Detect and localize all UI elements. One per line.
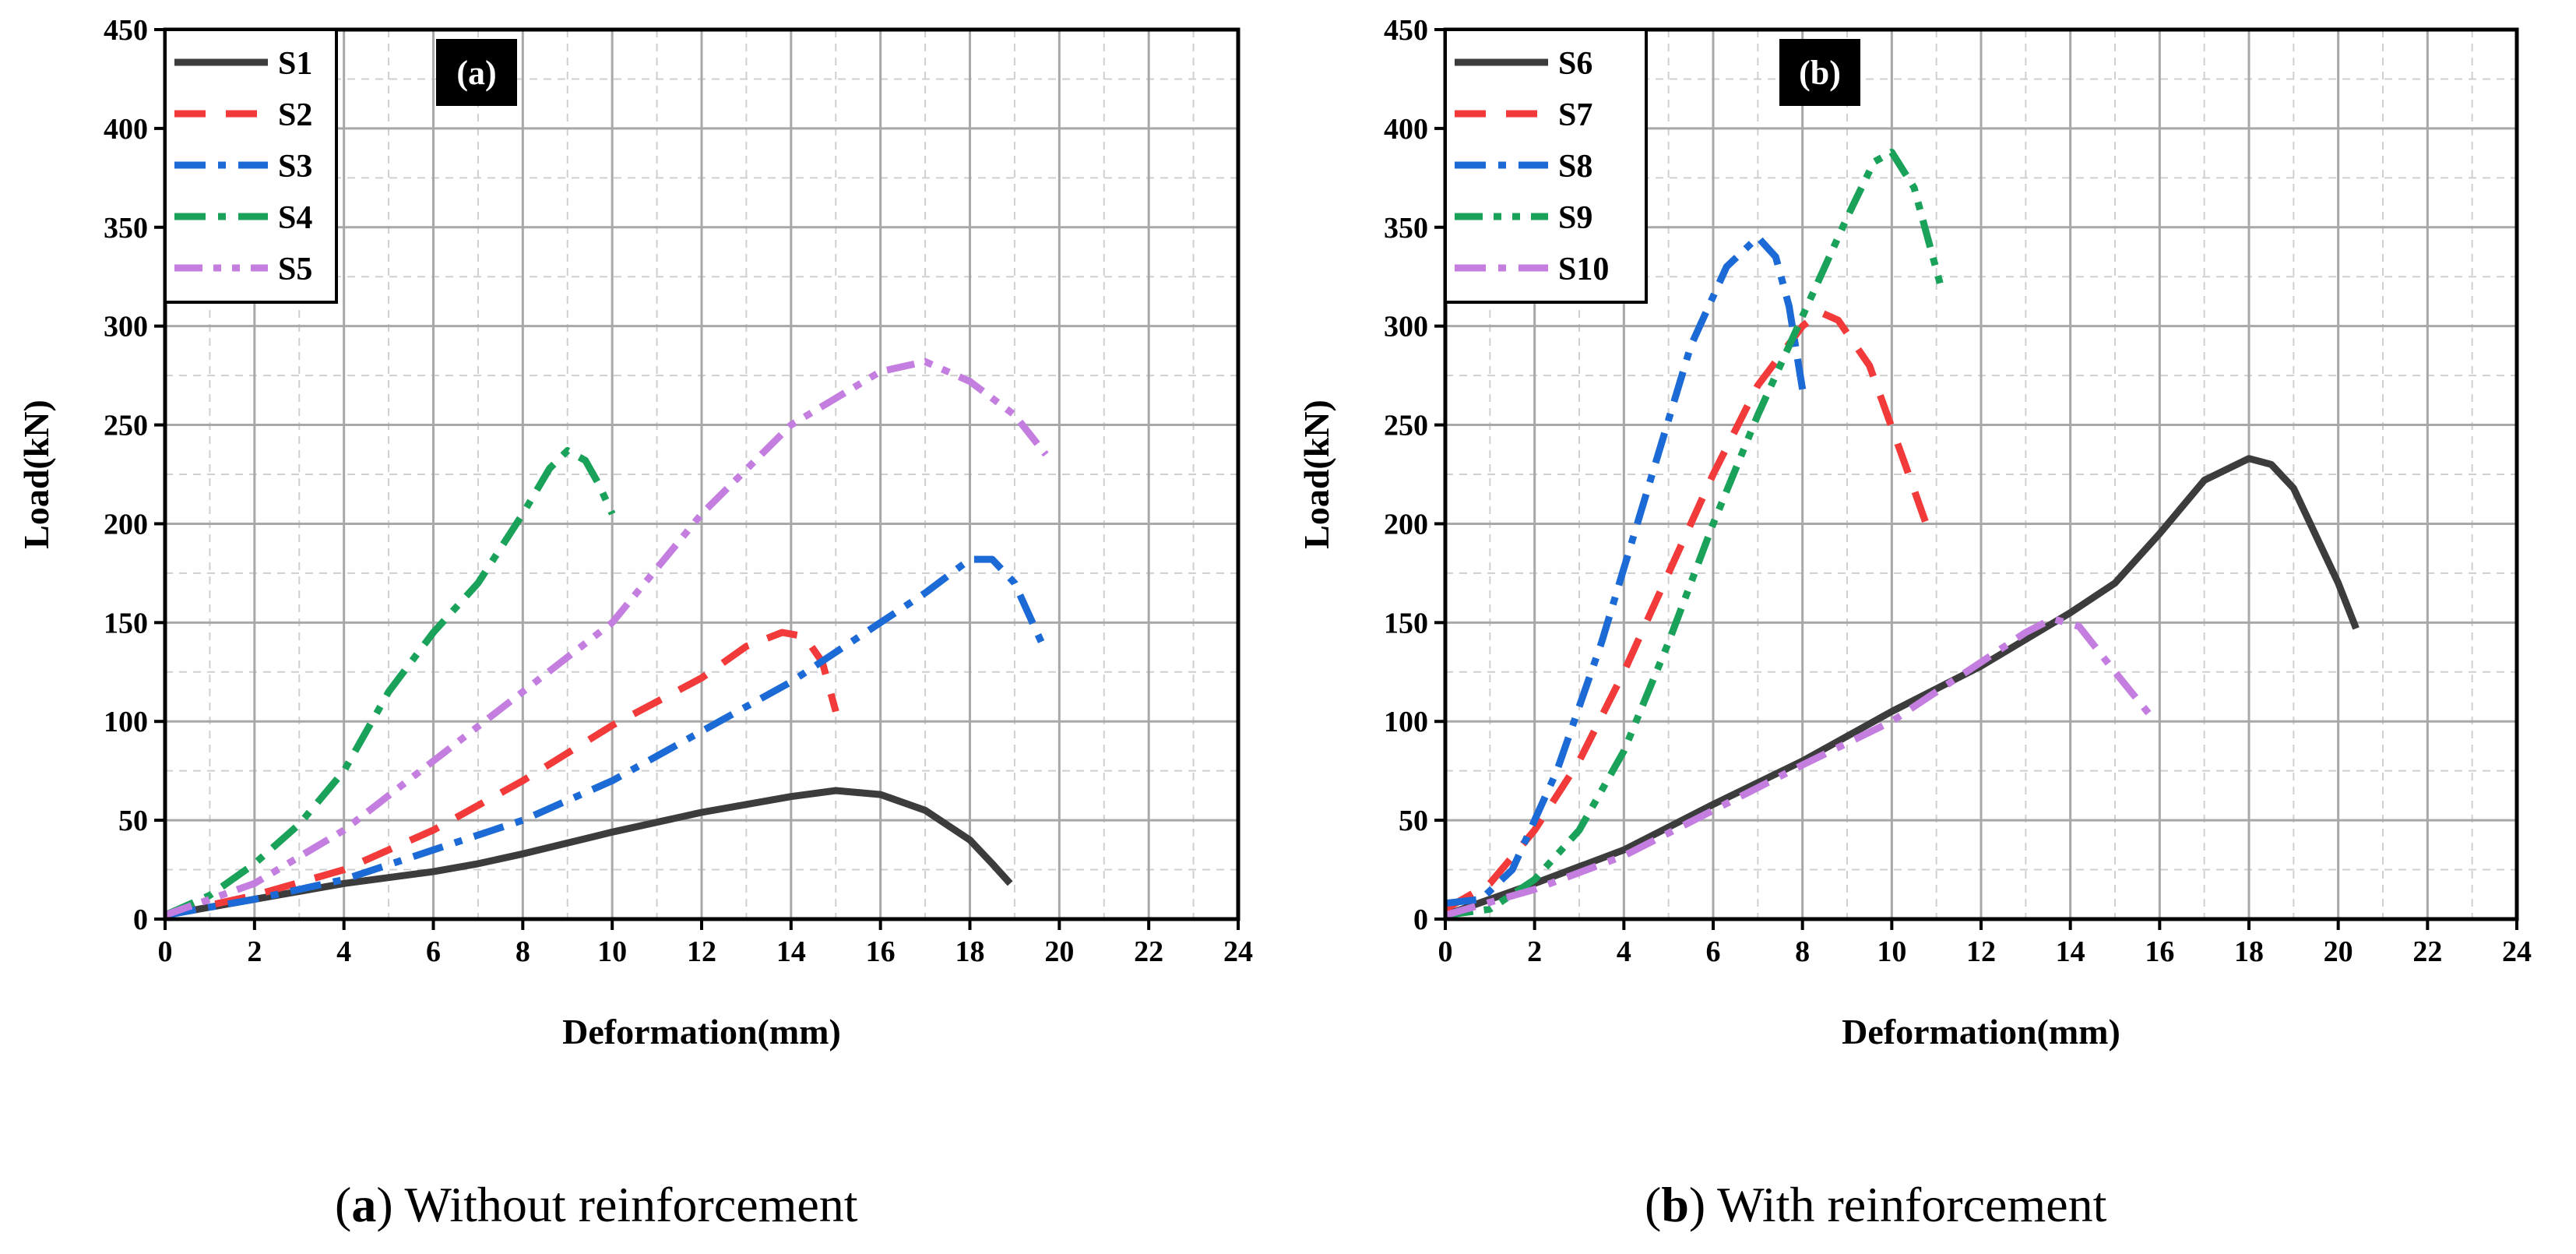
y-tick-label: 350	[104, 212, 148, 245]
legend-label-s9: S9	[1558, 200, 1592, 236]
y-tick-label: 450	[1384, 14, 1428, 47]
x-tick-label: 24	[1223, 935, 1253, 968]
chart-panel-a: 0 2 4 6 8 10 12 14 16 18 20 22 240501001502002503003…	[16, 14, 1253, 1051]
x-axis-title: Deformation(mm)	[1842, 1012, 2120, 1051]
x-tick-label: 0	[1438, 935, 1453, 968]
y-tick-label: 250	[1384, 410, 1428, 442]
series-line-s2	[164, 629, 839, 919]
panel-tag: (b)	[1779, 39, 1860, 106]
legend: S6 S7 S8 S9 S10	[1444, 28, 1648, 304]
legend-label-s8: S8	[1558, 149, 1592, 185]
x-tick-label: 18	[2234, 935, 2264, 968]
y-tick-label: 450	[104, 14, 148, 47]
series-line-s1	[164, 787, 1013, 919]
x-tick-label: 4	[1617, 935, 1631, 968]
x-tick-label: 20	[1044, 935, 1074, 968]
series-line-s10	[1444, 615, 2159, 919]
y-tick-label: 150	[1384, 607, 1428, 639]
x-tick-label: 22	[1134, 935, 1163, 968]
chart-panel-b: 0 2 4 6 8 10 12 14 16 18 20 22 240501001502002503003…	[1297, 14, 2532, 1051]
x-tick-label: 16	[866, 935, 896, 968]
series-line-s8	[1445, 234, 1807, 907]
legend-label-s5: S5	[278, 252, 312, 287]
y-tick-label: 300	[1384, 311, 1428, 343]
x-tick-label: 4	[336, 935, 351, 968]
y-tick-label: 150	[104, 607, 148, 639]
y-tick-label: 200	[104, 508, 148, 541]
legend-label-s7: S7	[1558, 97, 1592, 133]
panel-tag-bg	[436, 39, 517, 106]
panel-tag-label: (b)	[1799, 54, 1841, 92]
legend-label-s4: S4	[278, 200, 312, 236]
x-tick-label: 10	[597, 935, 627, 968]
x-tick-label: 6	[1706, 935, 1721, 968]
x-tick-label: 0	[158, 935, 173, 968]
panel-tag-bg	[1779, 39, 1860, 106]
series-line-s3	[164, 555, 1045, 919]
x-tick-label: 16	[2145, 935, 2174, 968]
x-tick-label: 14	[2056, 935, 2085, 968]
x-tick-label: 14	[776, 935, 806, 968]
caption-b: (b) With reinforcement	[1645, 1177, 2107, 1232]
x-axis-title: Deformation(mm)	[562, 1012, 841, 1051]
x-tick-label: 8	[1795, 935, 1810, 968]
y-axis-title: Load(kN)	[16, 400, 56, 549]
y-tick-label: 200	[1384, 508, 1428, 541]
series-line-s7	[1443, 308, 1931, 913]
panel-tag-label: (a)	[456, 54, 496, 92]
x-tick-label: 20	[2324, 935, 2353, 968]
y-tick-label: 0	[133, 904, 148, 936]
x-tick-label: 12	[687, 935, 716, 968]
y-tick-label: 0	[1413, 904, 1428, 936]
x-tick-label: 18	[955, 935, 985, 968]
legend-label-s2: S2	[278, 97, 312, 133]
legend-label-s6: S6	[1558, 46, 1592, 82]
legend-label-s10: S10	[1558, 252, 1609, 287]
x-tick-label: 2	[247, 935, 262, 968]
legend: S1 S2 S3 S4 S5	[164, 28, 338, 304]
y-tick-label: 250	[104, 410, 148, 442]
panel-tag: (a)	[436, 39, 517, 106]
x-tick-label: 24	[2502, 935, 2532, 968]
y-tick-label: 50	[1399, 805, 1428, 837]
x-tick-label: 2	[1527, 935, 1542, 968]
caption-a: (a) Without reinforcement	[335, 1177, 858, 1232]
x-tick-label: 22	[2412, 935, 2442, 968]
series-line-s9	[1445, 148, 1944, 919]
x-tick-label: 8	[516, 935, 530, 968]
y-tick-label: 100	[1384, 706, 1428, 738]
y-tick-label: 350	[1384, 212, 1428, 245]
series-line-s6	[1444, 455, 2360, 919]
y-tick-label: 100	[104, 706, 148, 738]
x-tick-label: 10	[1877, 935, 1906, 968]
legend-label-s1: S1	[278, 46, 312, 82]
legend-label-s3: S3	[278, 149, 312, 185]
y-tick-label: 400	[104, 113, 148, 146]
y-axis-title: Load(kN)	[1297, 400, 1336, 549]
y-tick-label: 400	[1384, 113, 1428, 146]
series-line-s5	[164, 358, 1049, 919]
y-tick-label: 300	[104, 311, 148, 343]
y-tick-label: 50	[118, 805, 148, 837]
x-tick-label: 12	[1966, 935, 1996, 968]
x-tick-label: 6	[426, 935, 441, 968]
series-line-s4	[164, 447, 616, 919]
